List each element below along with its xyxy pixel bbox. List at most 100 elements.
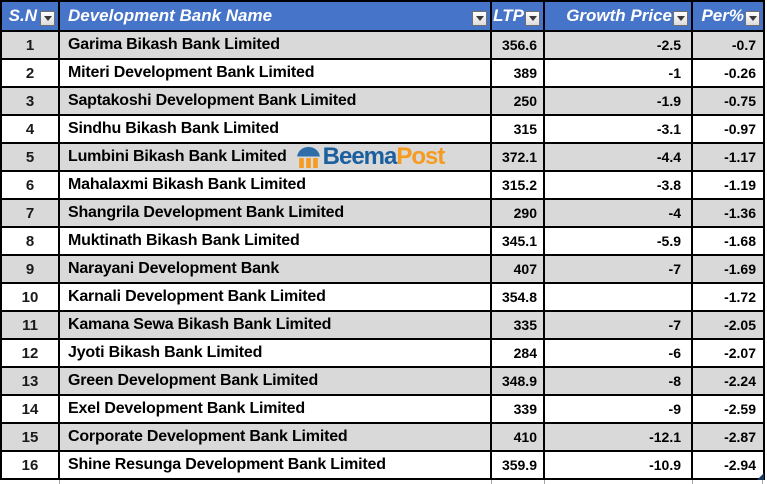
filter-button-per[interactable] — [745, 11, 760, 26]
cell-per[interactable]: -2.94 — [724, 457, 756, 473]
partial-next-row — [2, 480, 765, 484]
filter-button-bank-name[interactable] — [472, 11, 487, 26]
cell-growth-price[interactable]: -1.9 — [545, 88, 693, 114]
cell-sn[interactable]: 13 — [2, 368, 60, 394]
table-row: 4 Sindhu Bikash Bank Limited 315 -3.1 -0… — [2, 116, 763, 144]
filter-button-sn[interactable] — [40, 11, 55, 26]
cell-per[interactable]: -1.68 — [724, 233, 756, 249]
cell-ltp[interactable]: 315 — [492, 116, 545, 142]
cell-bank-name[interactable]: Shangrila Development Bank Limited — [60, 200, 492, 226]
cell-sn[interactable]: 1 — [2, 32, 60, 58]
cell-per[interactable]: -2.24 — [724, 373, 756, 389]
bank-name-text: Garima Bikash Bank Limited — [68, 36, 280, 53]
column-header-per[interactable]: Per% — [693, 2, 763, 30]
cell-ltp[interactable]: 389 — [492, 60, 545, 86]
cell-growth-price[interactable]: -6 — [545, 340, 693, 366]
cell-per[interactable]: -0.7 — [731, 37, 756, 53]
cell-per[interactable]: -0.75 — [724, 93, 756, 109]
cell-per[interactable]: -1.36 — [724, 205, 756, 221]
cell-bank-name[interactable]: Narayani Development Bank — [60, 256, 492, 282]
cell-sn[interactable]: 2 — [2, 60, 60, 86]
cell-sn[interactable]: 7 — [2, 200, 60, 226]
filter-button-growth-price[interactable] — [673, 11, 688, 26]
cell-growth-price[interactable]: -12.1 — [545, 424, 693, 450]
cell-sn[interactable]: 3 — [2, 88, 60, 114]
cell-growth-price[interactable]: -3.8 — [545, 172, 693, 198]
cell-growth-price[interactable]: -9 — [545, 396, 693, 422]
column-header-bank-name[interactable]: Development Bank Name — [60, 2, 492, 30]
cell-ltp[interactable]: 407 — [492, 256, 545, 282]
cell-sn[interactable]: 5 — [2, 144, 60, 170]
bank-name-text: Muktinath Bikash Bank Limited — [68, 232, 300, 249]
cell-ltp[interactable]: 359.9 — [492, 452, 545, 478]
bank-name-text: Sindhu Bikash Bank Limited — [68, 120, 279, 137]
cell-growth-price[interactable] — [545, 284, 693, 310]
cell-ltp[interactable]: 356.6 — [492, 32, 545, 58]
cell-per[interactable]: -1.69 — [724, 261, 756, 277]
cell-per[interactable]: -0.97 — [724, 121, 756, 137]
cell-bank-name[interactable]: Garima Bikash Bank Limited — [60, 32, 492, 58]
filter-button-ltp[interactable] — [525, 11, 540, 26]
cell-growth-price[interactable]: -5.9 — [545, 228, 693, 254]
cell-bank-name[interactable]: Saptakoshi Development Bank Limited — [60, 88, 492, 114]
cell-sn[interactable]: 15 — [2, 424, 60, 450]
cell-bank-name[interactable]: Kamana Sewa Bikash Bank Limited — [60, 312, 492, 338]
column-header-ltp[interactable]: LTP — [492, 2, 545, 30]
cell-sn[interactable]: 4 — [2, 116, 60, 142]
cell-growth-price[interactable]: -7 — [545, 312, 693, 338]
cell-per[interactable]: -2.05 — [724, 317, 756, 333]
cell-per[interactable]: -2.07 — [724, 345, 756, 361]
cell-bank-name[interactable]: Karnali Development Bank Limited — [60, 284, 492, 310]
cell-ltp[interactable]: 339 — [492, 396, 545, 422]
cell-growth-price[interactable]: -8 — [545, 368, 693, 394]
cell-per[interactable]: -1.19 — [724, 177, 756, 193]
cell-ltp[interactable]: 315.2 — [492, 172, 545, 198]
cell-ltp[interactable]: 345.1 — [492, 228, 545, 254]
cell-ltp[interactable]: 250 — [492, 88, 545, 114]
cell-sn[interactable]: 8 — [2, 228, 60, 254]
cell-growth-price[interactable]: -7 — [545, 256, 693, 282]
cell-growth-price[interactable]: -4 — [545, 200, 693, 226]
cell-sn[interactable]: 16 — [2, 452, 60, 478]
cell-sn[interactable]: 14 — [2, 396, 60, 422]
cell-bank-name[interactable]: Shine Resunga Development Bank Limited — [60, 452, 492, 478]
table-row: 14 Exel Development Bank Limited 339 -9 … — [2, 396, 763, 424]
cell-sn[interactable]: 11 — [2, 312, 60, 338]
cell-sn[interactable]: 12 — [2, 340, 60, 366]
cell-bank-name[interactable]: Muktinath Bikash Bank Limited — [60, 228, 492, 254]
cell-ltp[interactable]: 348.9 — [492, 368, 545, 394]
column-header-growth-price[interactable]: Growth Price — [545, 2, 693, 30]
cell-ltp[interactable]: 410 — [492, 424, 545, 450]
cell-bank-name[interactable]: Sindhu Bikash Bank Limited — [60, 116, 492, 142]
table-row: 5 Lumbini Bikash Bank Limited Beema Post… — [2, 144, 763, 172]
cell-bank-name[interactable]: Miteri Development Bank Limited — [60, 60, 492, 86]
cell-growth-price[interactable]: -3.1 — [545, 116, 693, 142]
cell-ltp[interactable]: 372.1 — [492, 144, 545, 170]
cell-per[interactable]: -1.17 — [724, 149, 756, 165]
cell-sn[interactable]: 9 — [2, 256, 60, 282]
column-header-sn[interactable]: S.N — [2, 2, 60, 30]
cell-growth-price[interactable]: -2.5 — [545, 32, 693, 58]
cell-ltp[interactable]: 354.8 — [492, 284, 545, 310]
cell-per[interactable]: -1.72 — [724, 289, 756, 305]
cell-bank-name[interactable]: Exel Development Bank Limited — [60, 396, 492, 422]
table-row: 9 Narayani Development Bank 407 -7 -1.69 — [2, 256, 763, 284]
cell-bank-name[interactable]: Lumbini Bikash Bank Limited Beema Post — [60, 144, 492, 170]
cell-bank-name[interactable]: Corporate Development Bank Limited — [60, 424, 492, 450]
table-resize-handle[interactable] — [757, 473, 764, 480]
cell-ltp[interactable]: 284 — [492, 340, 545, 366]
cell-sn[interactable]: 10 — [2, 284, 60, 310]
cell-ltp[interactable]: 290 — [492, 200, 545, 226]
cell-per[interactable]: -2.59 — [724, 401, 756, 417]
cell-ltp[interactable]: 335 — [492, 312, 545, 338]
cell-per[interactable]: -2.87 — [724, 429, 756, 445]
cell-per[interactable]: -0.26 — [724, 65, 756, 81]
table-row: 6 Mahalaxmi Bikash Bank Limited 315.2 -3… — [2, 172, 763, 200]
cell-growth-price[interactable]: -1 — [545, 60, 693, 86]
cell-sn[interactable]: 6 — [2, 172, 60, 198]
cell-growth-price[interactable]: -10.9 — [545, 452, 693, 478]
cell-bank-name[interactable]: Mahalaxmi Bikash Bank Limited — [60, 172, 492, 198]
cell-bank-name[interactable]: Jyoti Bikash Bank Limited — [60, 340, 492, 366]
cell-growth-price[interactable]: -4.4 — [545, 144, 693, 170]
cell-bank-name[interactable]: Green Development Bank Limited — [60, 368, 492, 394]
